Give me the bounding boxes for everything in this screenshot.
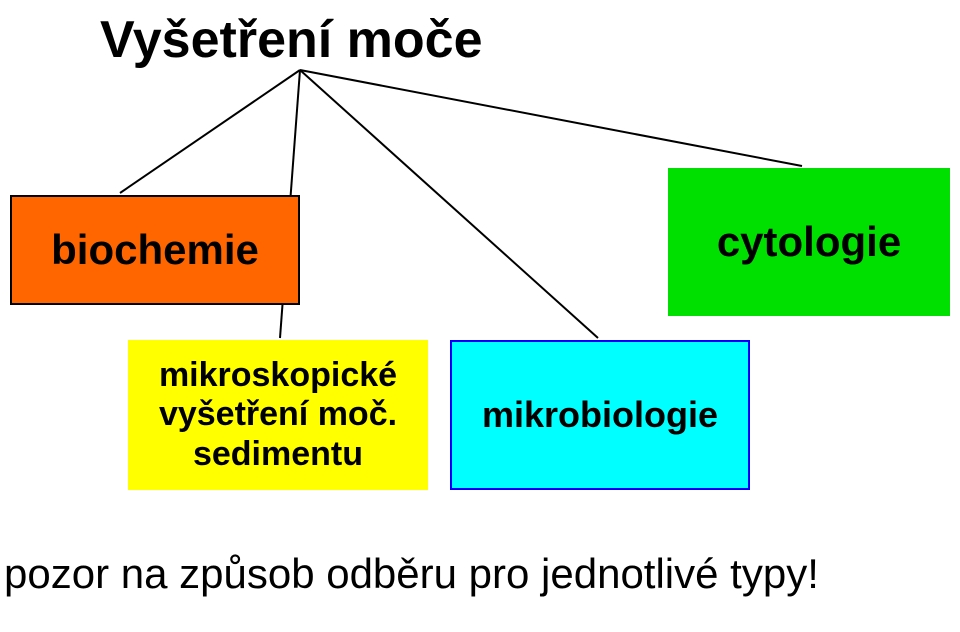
footer-note: pozor na způsob odběru pro jednotlivé ty…: [4, 550, 819, 598]
box-mikroskopicke: mikroskopické vyšetření moč. sedimentu: [128, 340, 428, 490]
box-mikroskopicke-label: mikroskopické vyšetření moč. sedimentu: [159, 356, 397, 473]
box-biochemie-label: biochemie: [51, 226, 259, 274]
box-biochemie: biochemie: [10, 195, 300, 305]
box-mikrobiologie-label: mikrobiologie: [482, 394, 718, 435]
diagram-title: Vyšetření moče: [100, 10, 482, 70]
box-cytologie-label: cytologie: [717, 218, 901, 266]
box-cytologie: cytologie: [668, 168, 950, 316]
box-mikrobiologie: mikrobiologie: [450, 340, 750, 490]
connector-lines: [0, 0, 960, 632]
